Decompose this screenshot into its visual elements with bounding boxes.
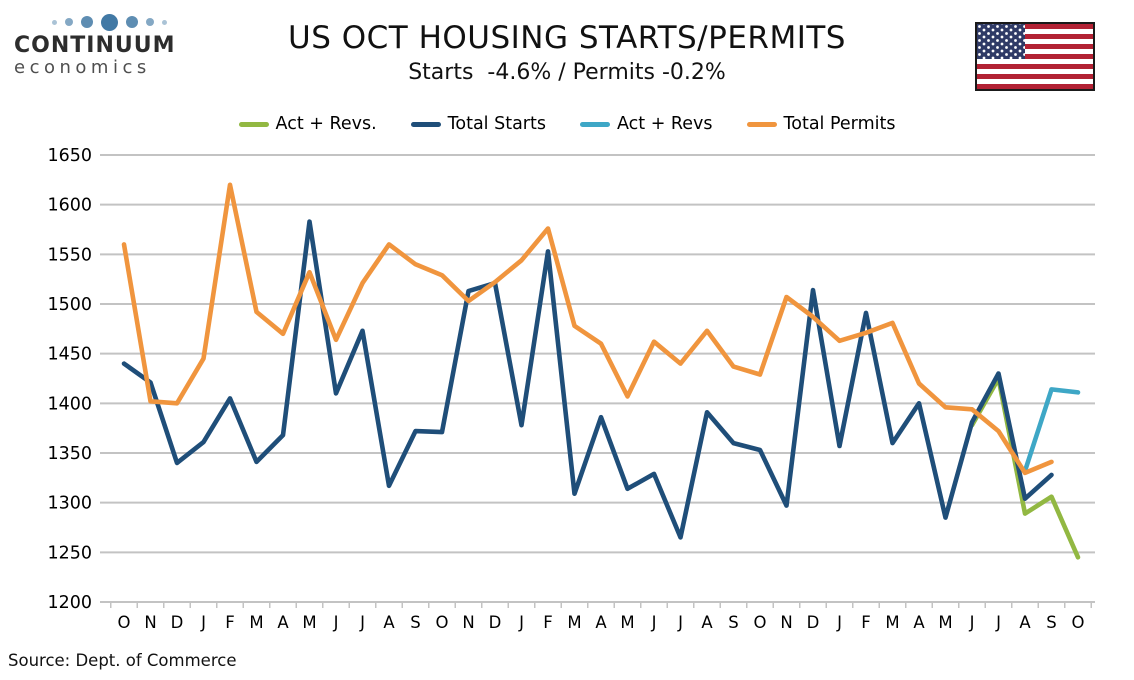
legend-item-act-revs: Act + Revs bbox=[579, 114, 713, 134]
x-axis-label: F bbox=[861, 613, 871, 632]
x-axis-label: N bbox=[144, 613, 156, 632]
series-total-permits-line bbox=[121, 182, 1054, 476]
x-axis-label: N bbox=[780, 613, 792, 632]
legend-item-act-revs: Act + Revs. bbox=[238, 114, 377, 134]
source-note: Source: Dept. of Commerce bbox=[8, 651, 237, 670]
chart-legend: Act + Revs. Total Starts Act + Revs Total P… bbox=[0, 114, 1134, 134]
x-axis-label: S bbox=[1046, 613, 1056, 632]
chart-title: US OCT HOUSING STARTS/PERMITS bbox=[288, 20, 846, 56]
brand-dot-icon bbox=[145, 18, 154, 26]
chart-subtitle: Starts -4.6% / Permits -0.2% bbox=[408, 60, 726, 85]
x-axis-label: A bbox=[277, 613, 289, 632]
x-axis-label: S bbox=[728, 613, 738, 632]
x-axis-label: O bbox=[1072, 613, 1085, 632]
x-axis-label: J bbox=[677, 613, 683, 632]
legend-swatch bbox=[746, 121, 777, 127]
x-axis-label: J bbox=[333, 613, 339, 632]
x-axis-label: M bbox=[249, 613, 263, 632]
x-axis-label: O bbox=[754, 613, 767, 632]
x-axis-label: F bbox=[543, 613, 553, 632]
legend-item-total-permits: Total Permits bbox=[746, 114, 896, 134]
brand-dot-icon bbox=[125, 16, 138, 28]
y-axis-label: 1650 bbox=[47, 146, 92, 166]
y-axis-label: 1250 bbox=[47, 543, 92, 563]
brand-dot-icon bbox=[80, 16, 93, 28]
legend-swatch bbox=[238, 121, 269, 127]
legend-label: Act + Revs bbox=[616, 114, 713, 134]
x-axis-label: M bbox=[938, 613, 952, 632]
x-axis-label: J bbox=[995, 613, 1001, 632]
legend-label: Act + Revs. bbox=[275, 114, 377, 134]
y-axis-label: 1350 bbox=[47, 444, 92, 464]
legend-label: Total Starts bbox=[447, 114, 546, 134]
x-axis-label: J bbox=[969, 613, 975, 632]
brand-dot-icon bbox=[51, 19, 57, 25]
x-axis-label: F bbox=[225, 613, 235, 632]
x-axis-label: N bbox=[462, 613, 474, 632]
x-axis-label: A bbox=[701, 613, 713, 632]
us-flag-icon bbox=[975, 22, 1095, 91]
x-axis-label: M bbox=[567, 613, 581, 632]
legend-label: Total Permits bbox=[783, 114, 896, 134]
y-axis-label: 1600 bbox=[47, 196, 92, 216]
x-axis-label: O bbox=[118, 613, 131, 632]
title-block: US OCT HOUSING STARTS/PERMITS Starts -4.… bbox=[187, 20, 947, 85]
x-axis-label: J bbox=[359, 613, 365, 632]
x-axis-label: J bbox=[651, 613, 657, 632]
legend-swatch bbox=[579, 121, 610, 127]
series-total-starts-line bbox=[121, 219, 1054, 540]
x-axis-label: D bbox=[171, 613, 184, 632]
x-axis-label: A bbox=[1019, 613, 1031, 632]
x-axis-label: M bbox=[620, 613, 634, 632]
brand-name: CONTINUUM bbox=[14, 33, 176, 58]
legend-item-total-starts: Total Starts bbox=[410, 114, 546, 134]
y-axis-label: 1450 bbox=[47, 345, 92, 365]
us-flag-canton bbox=[977, 24, 1025, 59]
x-axis-label: A bbox=[913, 613, 925, 632]
x-axis-label: J bbox=[836, 613, 842, 632]
x-axis-label: M bbox=[302, 613, 316, 632]
y-axis-label: 1400 bbox=[47, 394, 92, 414]
brand-subname: economics bbox=[14, 57, 151, 79]
brand-dot-icon bbox=[100, 13, 118, 31]
series-act-revs-line bbox=[1022, 387, 1081, 474]
brand-dot-icon bbox=[161, 19, 167, 25]
x-axis-label: J bbox=[200, 613, 206, 632]
brand-logo: CONTINUUM economics bbox=[14, 12, 224, 79]
x-axis-label: O bbox=[436, 613, 449, 632]
y-axis-label: 1300 bbox=[47, 494, 92, 514]
x-axis-label: S bbox=[410, 613, 420, 632]
x-axis-label: D bbox=[489, 613, 502, 632]
brand-dot-icon bbox=[64, 18, 73, 26]
brand-dots-icon bbox=[20, 12, 198, 32]
x-axis-label: A bbox=[383, 613, 395, 632]
x-axis-label: A bbox=[595, 613, 607, 632]
legend-swatch bbox=[410, 121, 441, 127]
y-axis-label: 1550 bbox=[47, 245, 92, 265]
x-axis-label: D bbox=[807, 613, 820, 632]
x-axis-label: M bbox=[885, 613, 899, 632]
y-axis-label: 1500 bbox=[47, 295, 92, 315]
x-axis-label: J bbox=[518, 613, 524, 632]
y-axis-label: 1200 bbox=[47, 593, 92, 613]
